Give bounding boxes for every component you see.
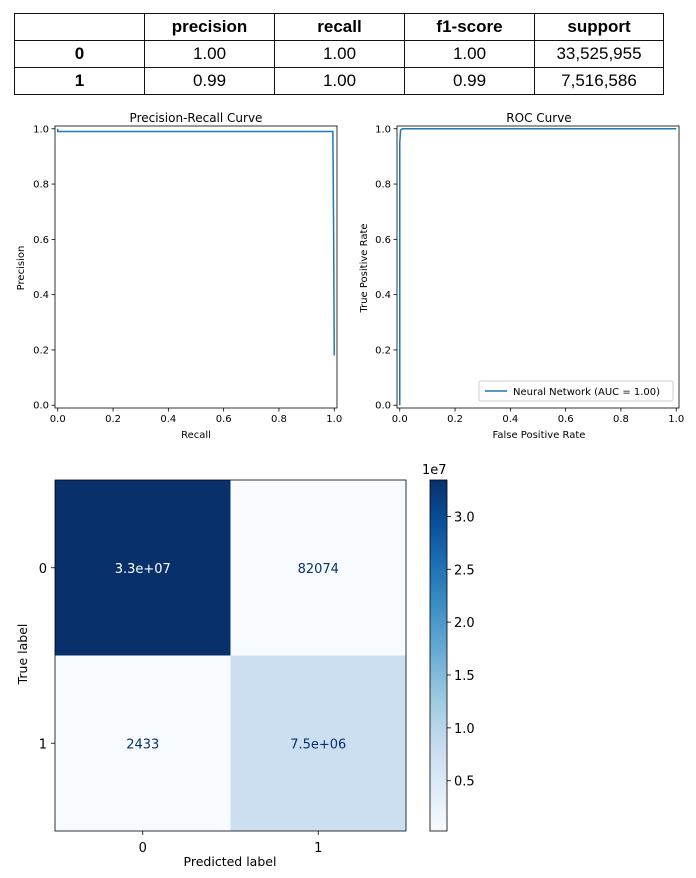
- cm-cell-label: 3.3e+07: [115, 562, 171, 577]
- roc-xlabel: False Positive Rate: [493, 430, 586, 441]
- colorbar: 0.5 1.0 1.5 2.0 2.5 3.0: [429, 479, 475, 832]
- pr-series-line: [57, 128, 335, 356]
- pr-xtick-label: 0.4: [160, 414, 176, 425]
- colorbar-multiplier: 1e7: [422, 463, 447, 478]
- table-cell: 0.99: [404, 67, 535, 95]
- confusion-matrix: 3.3e+07 82074 2433 7.5e+06 0 1 0 1: [39, 479, 407, 856]
- pr-ytick-label: 1.0: [33, 124, 49, 135]
- pr-ytick-label: 0.4: [33, 290, 49, 301]
- roc-ytick-label: 0.6: [375, 235, 391, 246]
- table-cell: 7,516,586: [534, 67, 664, 95]
- cm-cell-label: 7.5e+06: [290, 737, 346, 752]
- roc-ytick-label: 0.2: [375, 345, 391, 356]
- roc-legend: Neural Network (AUC = 1.00): [478, 380, 674, 402]
- cm-cell: [55, 480, 231, 656]
- pr-title: Precision-Recall Curve: [130, 111, 263, 125]
- pr-ytick-label: 0.0: [33, 401, 49, 412]
- row-label: 1: [14, 67, 145, 95]
- cm-xtick-label: 1: [314, 841, 322, 856]
- table-cell: 1.00: [274, 40, 405, 68]
- roc-xtick-label: 0.8: [613, 414, 629, 425]
- roc-title: ROC Curve: [506, 111, 571, 125]
- cm-axes-frame: [54, 479, 407, 832]
- pr-ylabel: Precision: [16, 246, 27, 291]
- colorbar-tick-label: 3.0: [454, 510, 475, 525]
- cm-cell: [230, 655, 406, 831]
- pr-xtick-label: 1.0: [326, 414, 342, 425]
- pr-xtick-label: 0.0: [50, 414, 66, 425]
- pr-xtick-label: 0.8: [271, 414, 287, 425]
- header-cell: precision: [144, 13, 275, 41]
- classification-report-table: precision recall f1-score support 0 1.00…: [14, 13, 664, 95]
- pr-xtick-label: 0.2: [105, 414, 121, 425]
- table-cell: 1.00: [144, 40, 275, 68]
- cm-ytick-label: 0: [39, 562, 47, 577]
- colorbar-tick-label: 2.0: [454, 616, 475, 631]
- cm-xlabel: Predicted label: [184, 854, 277, 869]
- cm-xtick-label: 0: [139, 841, 147, 856]
- cm-ytick-label: 1: [39, 737, 47, 752]
- legend-box: [478, 380, 674, 402]
- cm-cell-label: 82074: [298, 562, 339, 577]
- roc-ytick-label: 0.8: [375, 180, 391, 191]
- roc-xtick-label: 0.2: [447, 414, 463, 425]
- roc-axes-frame: [396, 125, 680, 409]
- colorbar-tick-label: 1.0: [454, 722, 475, 737]
- roc-ytick-label: 1.0: [375, 124, 391, 135]
- roc-xtick-label: 1.0: [668, 414, 684, 425]
- cm-cell-label: 2433: [126, 737, 159, 752]
- cm-cell: [230, 480, 406, 656]
- roc-xtick-label: 0.6: [558, 414, 574, 425]
- pr-xtick-label: 0.6: [216, 414, 232, 425]
- row-label: 0: [14, 40, 145, 68]
- table-row: 1 0.99 1.00 0.99 7,516,586: [14, 67, 664, 95]
- table-cell: 1.00: [404, 40, 535, 68]
- pr-axes-frame: [54, 125, 338, 409]
- colorbar-gradient: [429, 479, 448, 832]
- colorbar-tick-label: 1.5: [454, 669, 475, 684]
- table-cell: 1.00: [274, 67, 405, 95]
- table-cell: 0.99: [144, 67, 275, 95]
- roc-plot-area: 0.0 0.2 0.4 0.6 0.8 1.0 0.0 0.2 0.4 0.6 0.8 1.0: [375, 124, 684, 425]
- legend-entry: Neural Network (AUC = 1.00): [513, 387, 660, 398]
- header-cell: support: [534, 13, 664, 41]
- header-cell: recall: [274, 13, 405, 41]
- table-row: 0 1.00 1.00 1.00 33,525,955: [14, 40, 664, 68]
- colorbar-tick-label: 0.5: [454, 775, 475, 790]
- pr-plot-area: 0.0 0.2 0.4 0.6 0.8 1.0 0.0 0.2 0.4 0.6 0.8 1.0: [33, 124, 342, 425]
- colorbar-tick-label: 2.5: [454, 563, 475, 578]
- roc-series-line: [399, 128, 677, 406]
- header-cell: f1-score: [404, 13, 535, 41]
- table-cell: 33,525,955: [534, 40, 664, 68]
- pr-ytick-label: 0.2: [33, 345, 49, 356]
- header-cell: [14, 13, 145, 41]
- cm-ylabel: True label: [15, 624, 30, 686]
- roc-xtick-label: 0.0: [392, 414, 408, 425]
- pr-xlabel: Recall: [181, 430, 211, 441]
- roc-ylabel: True Positive Rate: [359, 223, 370, 313]
- pr-ytick-label: 0.8: [33, 180, 49, 191]
- roc-ytick-label: 0.4: [375, 290, 391, 301]
- roc-xtick-label: 0.4: [502, 414, 518, 425]
- pr-ytick-label: 0.6: [33, 235, 49, 246]
- table-header-row: precision recall f1-score support: [14, 13, 664, 41]
- roc-ytick-label: 0.0: [375, 401, 391, 412]
- cm-cell: [55, 655, 231, 831]
